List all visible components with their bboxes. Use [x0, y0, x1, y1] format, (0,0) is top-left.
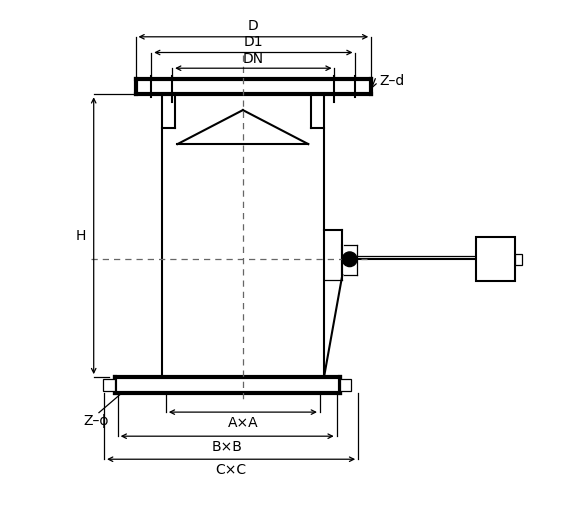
Text: H: H — [75, 229, 86, 243]
Text: DN: DN — [243, 52, 264, 66]
Text: C×C: C×C — [216, 463, 246, 477]
Text: Z–ϕ: Z–ϕ — [84, 414, 109, 427]
Bar — [476, 237, 515, 281]
Bar — [515, 254, 522, 264]
Bar — [103, 379, 115, 390]
Bar — [340, 379, 351, 390]
Text: B×B: B×B — [212, 440, 242, 454]
Text: Z–d: Z–d — [379, 74, 404, 88]
Text: D1: D1 — [244, 35, 263, 49]
Text: D: D — [248, 19, 259, 33]
Text: A×A: A×A — [227, 416, 258, 430]
Circle shape — [342, 252, 357, 267]
